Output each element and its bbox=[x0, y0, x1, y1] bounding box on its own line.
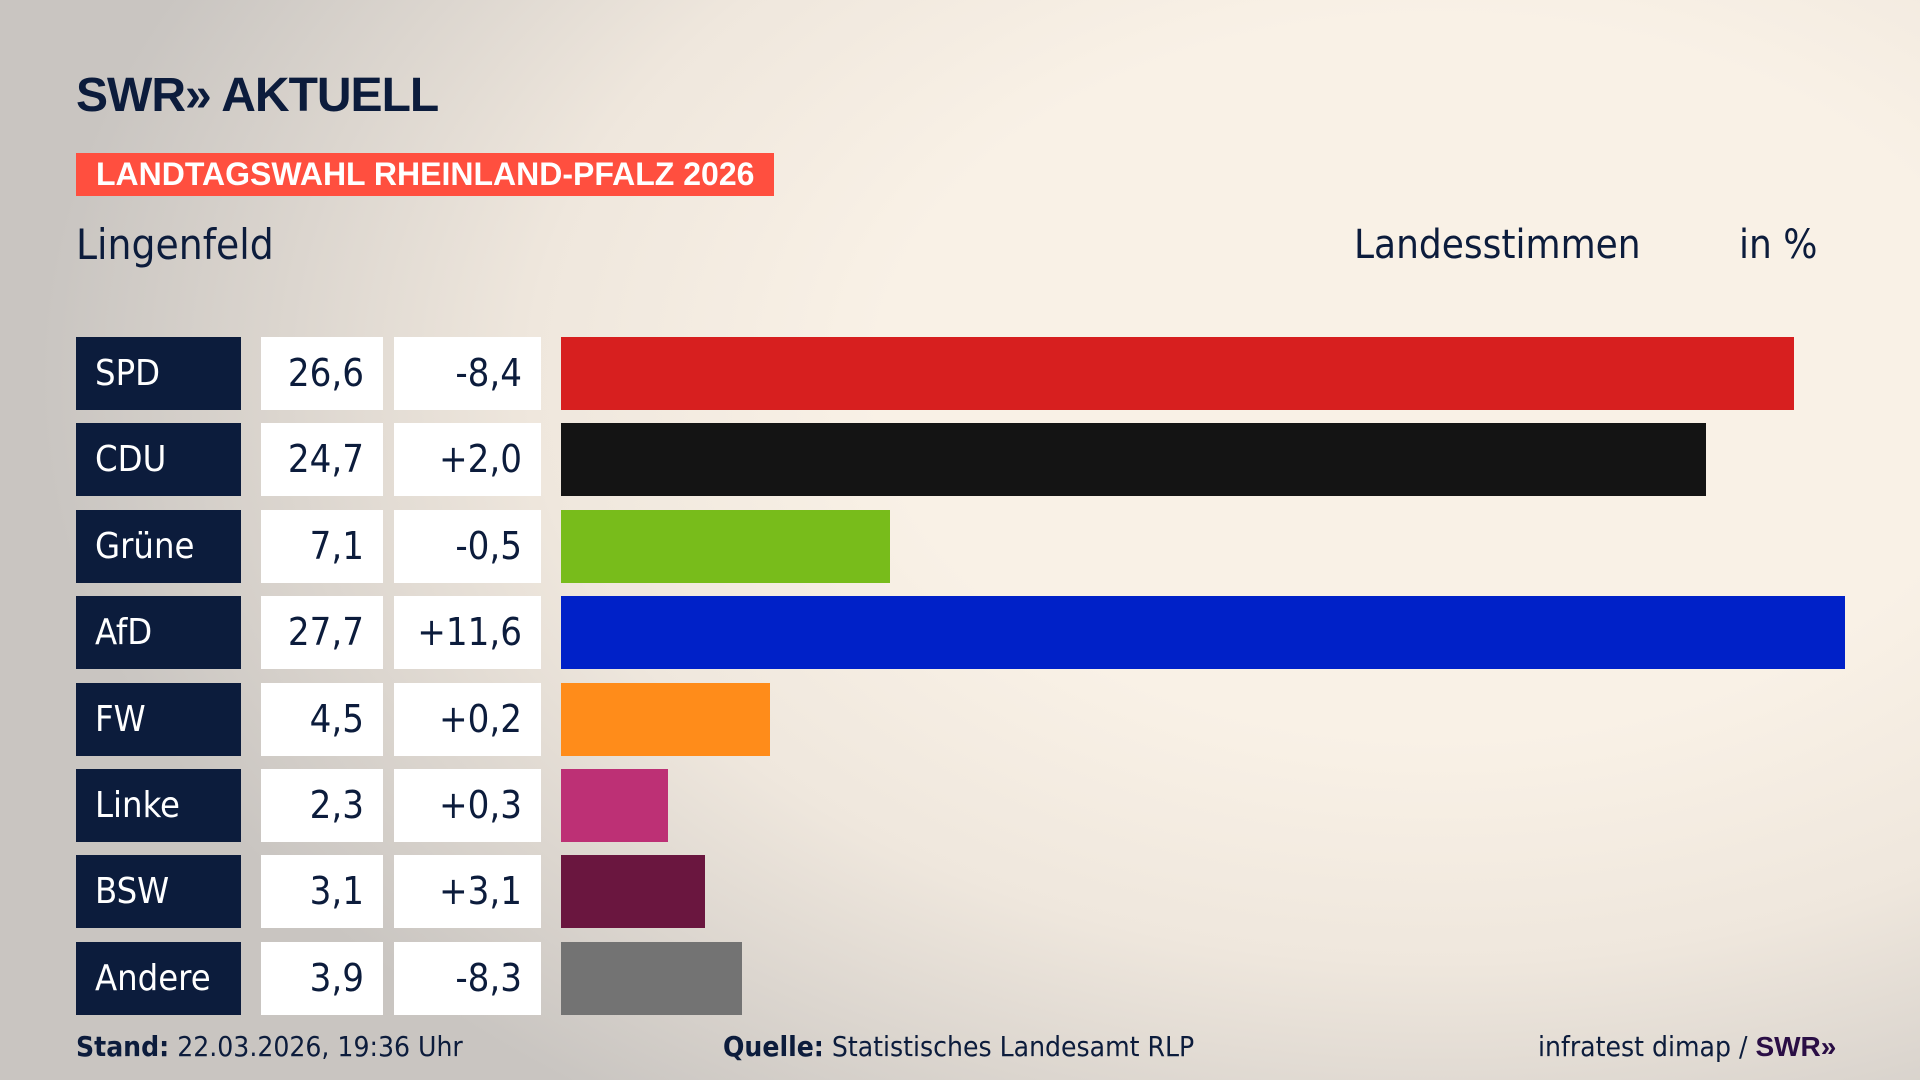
result-row: BSW 3,1 +3,1 bbox=[76, 855, 1876, 929]
party-label: BSW bbox=[76, 855, 241, 929]
unit-label: in % bbox=[1739, 222, 1818, 268]
swr-aktuell-logo: SWR» AKTUELL bbox=[76, 69, 439, 122]
diff-label: +0,3 bbox=[394, 769, 541, 842]
party-label: AfD bbox=[76, 596, 241, 670]
source: Quelle: Statistisches Landesamt RLP bbox=[723, 1030, 1195, 1063]
election-banner: LANDTAGSWAHL RHEINLAND-PFALZ 2026 bbox=[76, 153, 775, 196]
diff-label: -0,5 bbox=[394, 509, 541, 583]
diff-label: +3,1 bbox=[394, 855, 541, 929]
value-label: 2,3 bbox=[261, 769, 383, 842]
value-label: 27,7 bbox=[261, 596, 383, 670]
party-label: Grüne bbox=[76, 509, 241, 583]
diff-label: +11,6 bbox=[394, 596, 541, 670]
value-label: 7,1 bbox=[261, 509, 383, 583]
bar-grüne bbox=[561, 509, 891, 583]
party-label: Linke bbox=[76, 769, 241, 842]
bar-cdu bbox=[561, 423, 1706, 497]
value-label: 4,5 bbox=[261, 682, 383, 756]
party-label: SPD bbox=[76, 337, 241, 410]
bar-bsw bbox=[561, 855, 705, 929]
value-label: 3,9 bbox=[261, 941, 383, 1015]
bar-fw bbox=[561, 682, 770, 756]
party-label: Andere bbox=[76, 941, 241, 1015]
bar-linke bbox=[561, 769, 668, 842]
diff-label: +2,0 bbox=[394, 423, 541, 497]
diff-label: -8,4 bbox=[394, 337, 541, 410]
swr-logo: SWR» bbox=[1755, 1031, 1837, 1062]
result-row: FW 4,5 +0,2 bbox=[76, 682, 1876, 756]
result-row: SPD 26,6 -8,4 bbox=[76, 337, 1876, 410]
party-label: FW bbox=[76, 682, 241, 756]
vote-type-label: Landesstimmen bbox=[1354, 222, 1641, 268]
timestamp: Stand: 22.03.2026, 19:36 Uhr bbox=[76, 1030, 463, 1063]
credit: infratest dimap / SWR» bbox=[1538, 1030, 1837, 1063]
place-title: Lingenfeld bbox=[76, 220, 274, 269]
value-label: 24,7 bbox=[261, 423, 383, 497]
value-label: 26,6 bbox=[261, 337, 383, 410]
bar-spd bbox=[561, 337, 1794, 410]
diff-label: -8,3 bbox=[394, 941, 541, 1015]
result-row: Grüne 7,1 -0,5 bbox=[76, 509, 1876, 583]
result-row: Andere 3,9 -8,3 bbox=[76, 941, 1876, 1015]
result-row: CDU 24,7 +2,0 bbox=[76, 423, 1876, 497]
party-label: CDU bbox=[76, 423, 241, 497]
bar-andere bbox=[561, 941, 742, 1015]
bar-afd bbox=[561, 596, 1845, 670]
result-row: Linke 2,3 +0,3 bbox=[76, 769, 1876, 842]
diff-label: +0,2 bbox=[394, 682, 541, 756]
result-row: AfD 27,7 +11,6 bbox=[76, 596, 1876, 670]
value-label: 3,1 bbox=[261, 855, 383, 929]
